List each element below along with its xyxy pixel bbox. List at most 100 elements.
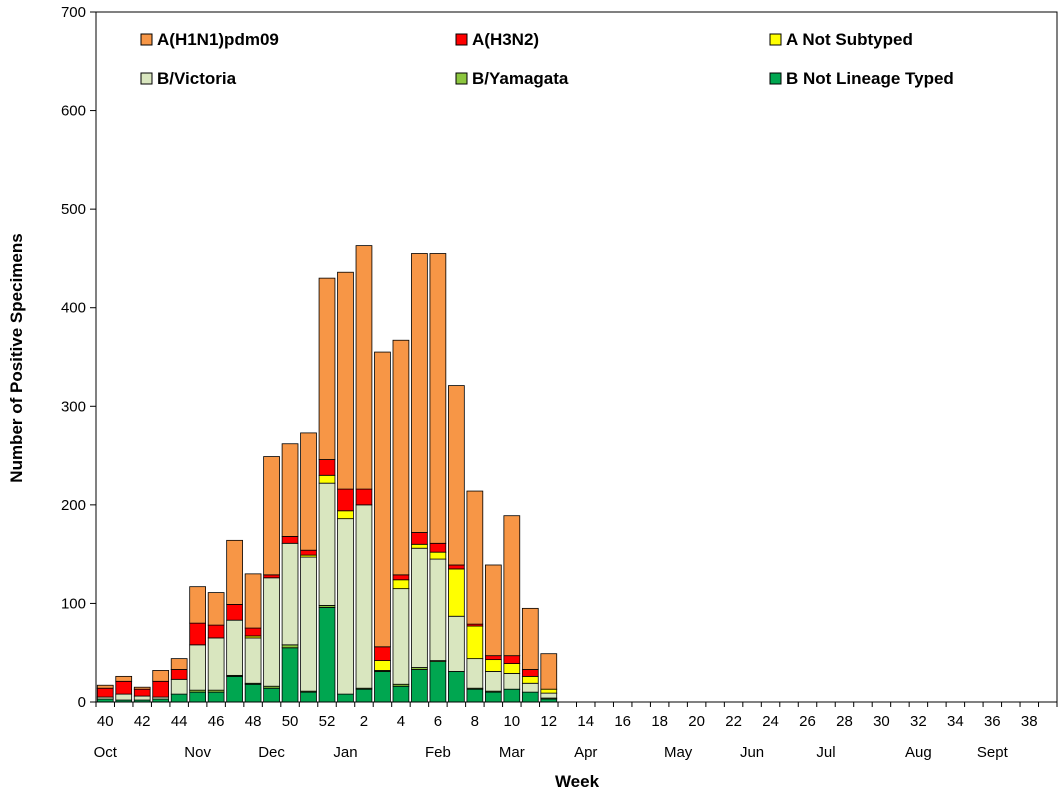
month-label: Sept xyxy=(977,744,1009,761)
bar-segment-b-not-lineage-typed xyxy=(318,606,336,703)
bar-segment-b-not-lineage-typed xyxy=(189,691,206,703)
bar-segment-a-h1n1-pdm09 xyxy=(96,684,114,689)
bar-segment-b-victoria xyxy=(521,682,539,693)
y-tick-label: 300 xyxy=(61,398,86,415)
bar-segment-a-not-subtyped xyxy=(337,510,354,520)
bar-segment-b-victoria xyxy=(448,615,465,672)
x-tick-label: 42 xyxy=(134,713,151,730)
y-tick-label: 700 xyxy=(61,4,86,21)
x-tick-label: 50 xyxy=(282,713,299,730)
bar-segment-a-not-subtyped xyxy=(392,579,410,590)
bar-segment-b-victoria xyxy=(115,693,133,701)
bar-segment-b-not-lineage-typed xyxy=(392,685,410,703)
bar-segment-a-h1n1-pdm09 xyxy=(318,277,336,460)
legend-swatch xyxy=(140,33,153,46)
bar-segment-b-not-lineage-typed xyxy=(337,693,354,703)
bar-segment-b-victoria xyxy=(133,695,151,701)
x-tick-label: 10 xyxy=(503,713,520,730)
month-label: Oct xyxy=(94,744,118,761)
legend-swatch xyxy=(769,72,782,85)
bar-segment-b-not-lineage-typed xyxy=(466,688,484,703)
bar-segment-b-not-lineage-typed xyxy=(226,675,243,703)
bar-segment-a-h1n1-pdm09 xyxy=(337,271,354,490)
legend-label: B Not Lineage Typed xyxy=(786,69,954,88)
x-tick-label: 14 xyxy=(577,713,594,730)
bar-segment-a-not-subtyped xyxy=(448,568,465,617)
bar-segment-a-h3n2 xyxy=(521,669,539,677)
bar-segment-a-h1n1-pdm09 xyxy=(244,573,262,629)
x-tick-label: 30 xyxy=(873,713,890,730)
y-tick-label: 600 xyxy=(61,103,86,120)
bar-segment-a-h1n1-pdm09 xyxy=(503,515,521,657)
bar-segment-b-victoria xyxy=(318,482,336,606)
bar-segment-b-not-lineage-typed xyxy=(300,691,317,703)
bar-segment-b-not-lineage-typed xyxy=(411,669,428,703)
month-label: Nov xyxy=(184,744,211,761)
bar-segment-a-h1n1-pdm09 xyxy=(429,253,447,544)
bar-segment-a-not-subtyped xyxy=(503,663,521,674)
x-tick-label: 44 xyxy=(171,713,188,730)
bar-segment-a-h3n2 xyxy=(318,459,336,476)
legend-label: A(H1N1)pdm09 xyxy=(157,30,279,49)
y-tick-label: 400 xyxy=(61,300,86,317)
x-tick-label: 24 xyxy=(762,713,779,730)
bar-segment-b-victoria xyxy=(189,644,206,691)
legend-swatch xyxy=(140,72,153,85)
x-tick-label: 26 xyxy=(799,713,816,730)
bar-segment-b-not-lineage-typed xyxy=(374,671,391,703)
month-label: Feb xyxy=(425,744,451,761)
bar-segment-a-h1n1-pdm09 xyxy=(374,351,391,648)
x-tick-label: 4 xyxy=(397,713,405,730)
month-label: Jan xyxy=(333,744,357,761)
bar-segment-b-yamagata xyxy=(281,644,299,649)
bar-segment-a-h1n1-pdm09 xyxy=(189,586,206,624)
bar-segment-b-not-lineage-typed xyxy=(484,691,502,703)
bar-segment-b-not-lineage-typed xyxy=(448,671,465,703)
month-label: May xyxy=(664,744,693,761)
x-tick-label: 6 xyxy=(434,713,442,730)
bar-segment-a-h1n1-pdm09 xyxy=(521,607,539,670)
bar-segment-b-victoria xyxy=(355,504,373,689)
month-label: Dec xyxy=(258,744,285,761)
bar-segment-b-victoria xyxy=(337,518,354,695)
bar-segment-a-h3n2 xyxy=(337,488,354,512)
bar-segment-a-h3n2 xyxy=(263,574,280,579)
bar-segment-a-h1n1-pdm09 xyxy=(484,564,502,657)
bar-segment-a-h1n1-pdm09 xyxy=(540,653,558,690)
bar-segment-b-not-lineage-typed xyxy=(244,683,262,703)
bar-segment-a-h3n2 xyxy=(244,627,262,637)
bar-segment-b-victoria xyxy=(540,692,558,699)
legend-label: A(H3N2) xyxy=(472,30,539,49)
x-tick-label: 34 xyxy=(947,713,964,730)
bar-segment-a-h3n2 xyxy=(448,564,465,570)
bar-segment-b-not-lineage-typed xyxy=(429,661,447,703)
bar-segment-a-h3n2 xyxy=(96,687,114,698)
x-tick-label: 28 xyxy=(836,713,853,730)
bar-segment-a-h3n2 xyxy=(170,669,188,680)
x-tick-label: 2 xyxy=(360,713,368,730)
month-label: Aug xyxy=(905,744,932,761)
legend-swatch xyxy=(769,33,782,46)
bar-segment-a-h3n2 xyxy=(411,532,428,545)
month-label: Mar xyxy=(499,744,525,761)
month-label: Apr xyxy=(574,744,597,761)
bar-segment-a-h3n2 xyxy=(392,574,410,581)
bar-segment-a-h3n2 xyxy=(207,624,225,639)
x-tick-label: 22 xyxy=(725,713,742,730)
bar-segment-a-not-subtyped xyxy=(484,659,502,672)
bar-segment-a-h3n2 xyxy=(133,688,151,697)
bar-segment-b-victoria xyxy=(503,673,521,690)
bar-segment-b-victoria xyxy=(170,678,188,695)
bar-segment-b-victoria xyxy=(207,637,225,691)
y-tick-label: 0 xyxy=(78,694,86,711)
y-tick-label: 100 xyxy=(61,595,86,612)
legend-label: B/Yamagata xyxy=(472,69,569,88)
bar-segment-a-h3n2 xyxy=(226,604,243,621)
bar-segment-a-h1n1-pdm09 xyxy=(281,443,299,537)
bar-segment-a-h3n2 xyxy=(484,655,502,661)
bar-segment-a-h3n2 xyxy=(300,549,317,556)
bar-segment-b-not-lineage-typed xyxy=(281,647,299,703)
bar-segment-b-victoria xyxy=(411,547,428,668)
